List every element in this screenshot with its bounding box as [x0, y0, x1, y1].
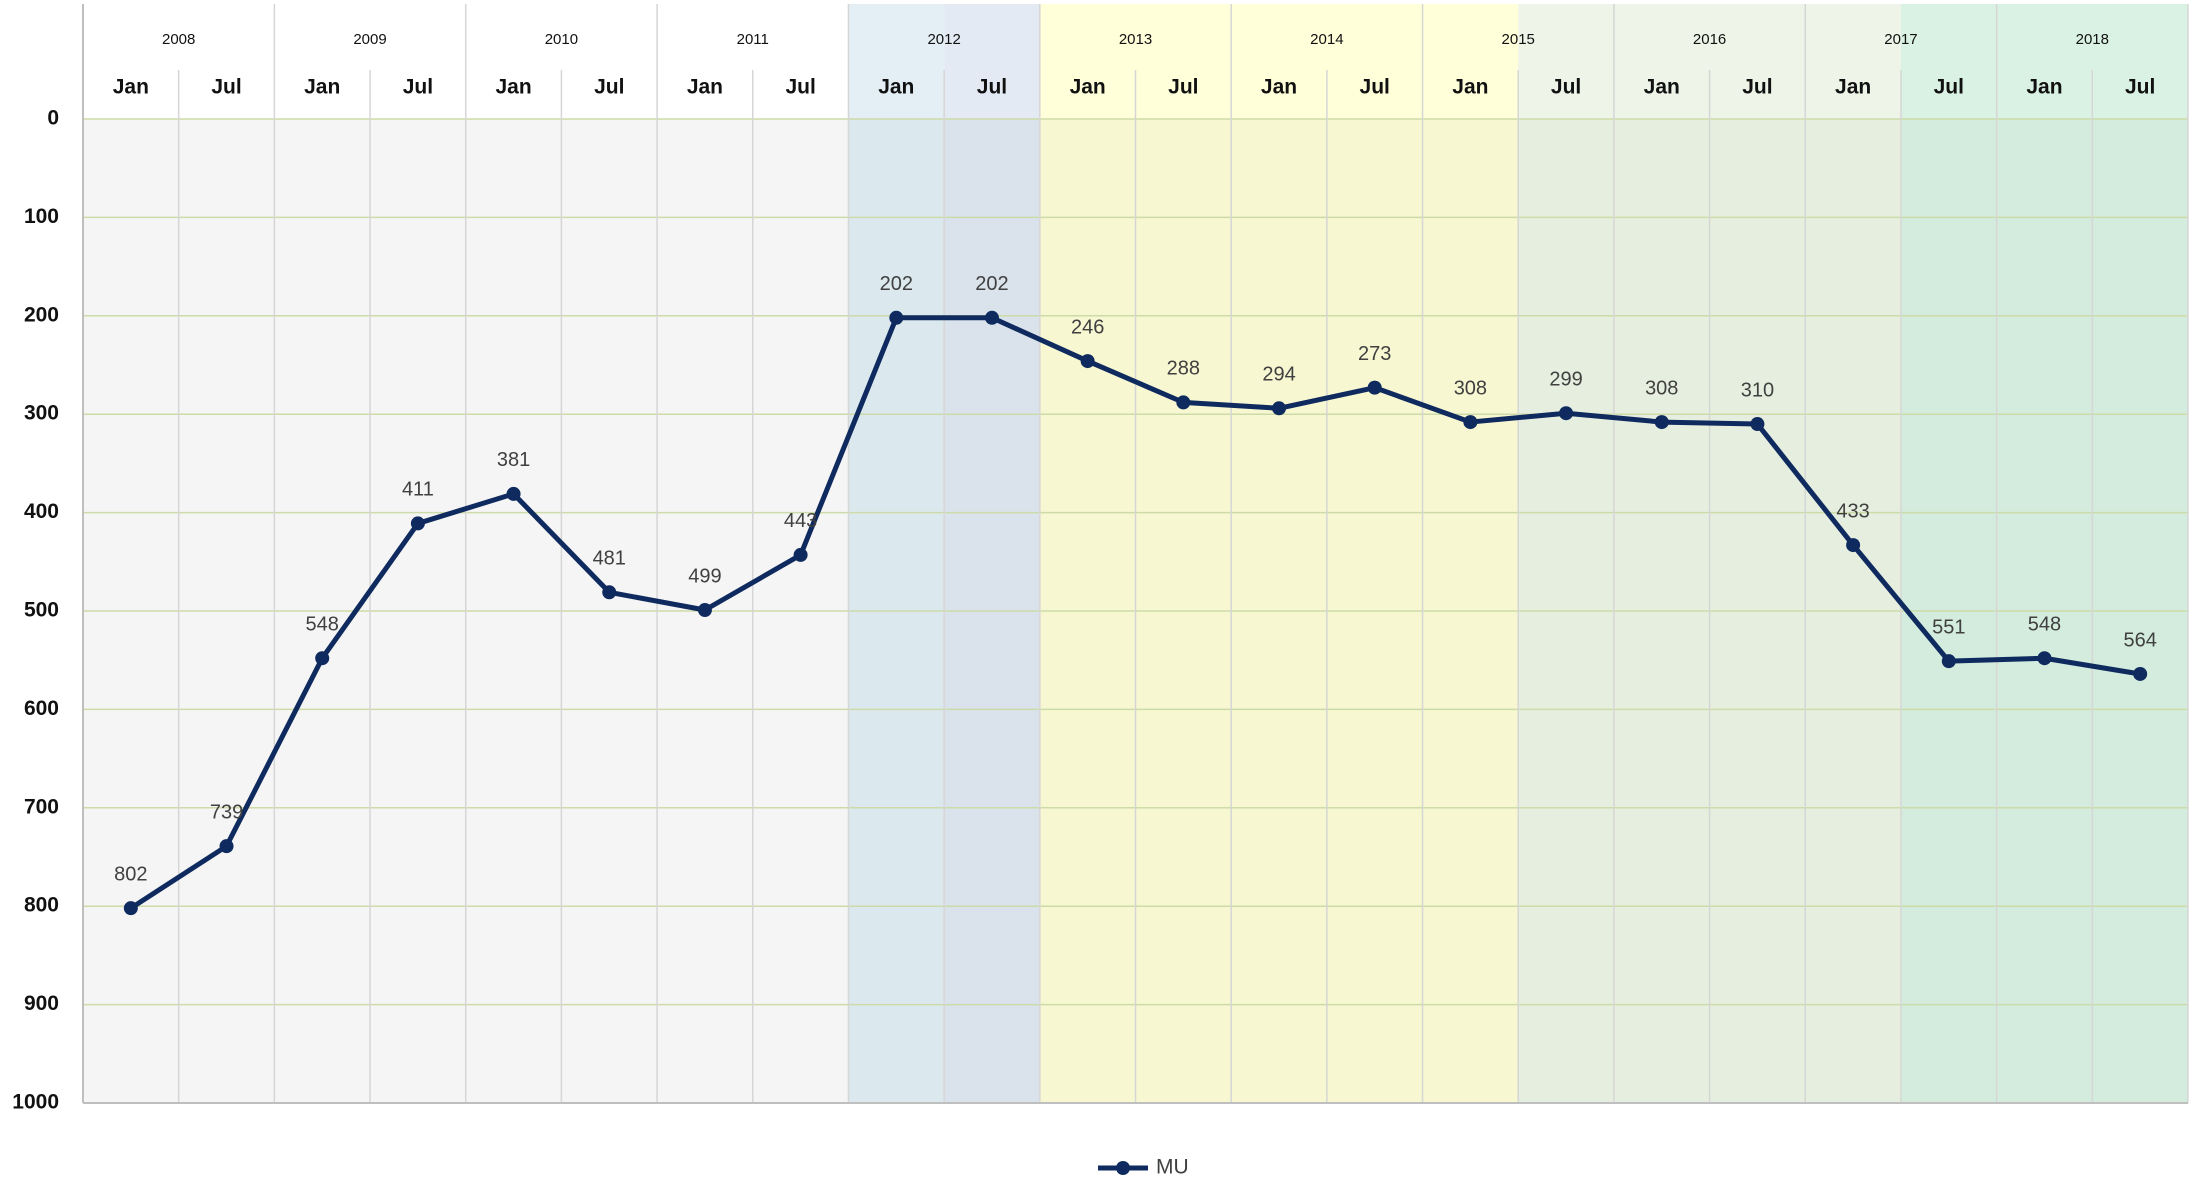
year-label: 2009 [353, 31, 386, 48]
data-label: 411 [402, 479, 434, 501]
data-label: 202 [880, 273, 913, 295]
data-point [2037, 651, 2052, 666]
year-label: 2011 [737, 31, 769, 48]
x-tick-label: Jan [113, 76, 149, 99]
year-label: 2008 [162, 31, 195, 48]
series-line [129, 315, 2141, 911]
data-point [1750, 417, 1765, 432]
y-tick-label: 500 [24, 599, 59, 622]
data-point [410, 516, 425, 531]
x-tick-label: Jul [2125, 76, 2155, 99]
data-label: 739 [210, 801, 243, 823]
year-label: 2018 [2076, 31, 2109, 48]
x-tick-label: Jul [1551, 76, 1581, 99]
x-tick-label: Jul [211, 76, 241, 99]
y-tick-label: 1000 [12, 1091, 59, 1114]
x-tick-label: Jan [304, 76, 340, 99]
data-point [602, 585, 617, 600]
data-label: 443 [784, 510, 817, 532]
year-label: 2015 [1502, 31, 1535, 48]
data-label: 548 [306, 614, 339, 636]
y-tick-label: 700 [24, 795, 59, 818]
data-label: 288 [1167, 358, 1200, 380]
data-label: 499 [688, 565, 721, 587]
data-point [123, 901, 138, 916]
y-tick-label: 400 [24, 500, 59, 523]
data-label: 481 [593, 548, 626, 570]
data-point [984, 310, 999, 325]
y-tick-label: 100 [24, 205, 59, 228]
header-band [848, 4, 945, 119]
year-label: 2010 [545, 31, 578, 48]
x-tick-label: Jan [687, 76, 723, 99]
data-label: 308 [1645, 377, 1678, 399]
data-label: 564 [2123, 629, 2156, 651]
data-label: 433 [1836, 500, 1869, 522]
header-band [1900, 4, 2188, 119]
x-tick-label: Jul [785, 76, 815, 99]
data-label: 551 [1932, 616, 1965, 638]
data-label: 273 [1358, 343, 1391, 365]
data-label: 202 [975, 273, 1008, 295]
data-label: 548 [2028, 614, 2061, 636]
data-point [1272, 401, 1287, 416]
year-label: 2013 [1119, 31, 1152, 48]
data-point [219, 839, 234, 854]
data-label: 802 [114, 863, 147, 885]
data-point [2133, 666, 2148, 681]
data-point [793, 547, 808, 562]
year-label: 2012 [927, 31, 960, 48]
data-point [1654, 415, 1669, 430]
x-tick-label: Jul [1360, 76, 1390, 99]
data-point [1367, 380, 1382, 395]
legend-label: MU [1156, 1156, 1189, 1179]
data-point [1463, 415, 1478, 430]
x-tick-label: Jan [1835, 76, 1871, 99]
x-tick-label: Jul [977, 76, 1007, 99]
x-tick-label: Jan [2026, 76, 2062, 99]
x-tick-label: Jan [878, 76, 914, 99]
y-tick-label: 200 [24, 303, 59, 326]
header-band [944, 4, 1040, 119]
header-band [1039, 4, 1519, 119]
x-tick-label: Jul [1934, 76, 1964, 99]
legend-marker [1116, 1161, 1130, 1175]
year-label: 2017 [1884, 31, 1917, 48]
y-tick-label: 900 [24, 992, 59, 1015]
year-label: 2016 [1693, 31, 1726, 48]
data-point [1176, 395, 1191, 410]
x-tick-label: Jul [1168, 76, 1198, 99]
y-tick-label: 800 [24, 894, 59, 917]
data-point [1846, 538, 1861, 553]
x-tick-label: Jul [403, 76, 433, 99]
x-tick-label: Jan [495, 76, 531, 99]
y-tick-label: 600 [24, 697, 59, 720]
data-point [1941, 654, 1956, 669]
x-tick-label: Jan [1261, 76, 1297, 99]
y-tick-label: 0 [47, 107, 59, 130]
x-tick-label: Jan [1070, 76, 1106, 99]
year-label: 2014 [1310, 31, 1343, 48]
data-label: 310 [1741, 379, 1774, 401]
x-tick-label: Jul [594, 76, 624, 99]
data-point [1559, 406, 1574, 421]
data-point [506, 486, 521, 501]
data-point [697, 603, 712, 618]
data-label: 381 [497, 449, 530, 471]
data-label: 299 [1549, 368, 1582, 390]
x-tick-label: Jan [1452, 76, 1488, 99]
data-label: 294 [1262, 364, 1295, 386]
x-tick-label: Jul [1742, 76, 1772, 99]
y-tick-label: 300 [24, 402, 59, 425]
data-point [315, 651, 330, 666]
x-tick-label: Jan [1644, 76, 1680, 99]
data-label: 246 [1071, 316, 1104, 338]
data-label: 308 [1454, 377, 1487, 399]
data-point [1080, 354, 1095, 369]
data-point [889, 310, 904, 325]
